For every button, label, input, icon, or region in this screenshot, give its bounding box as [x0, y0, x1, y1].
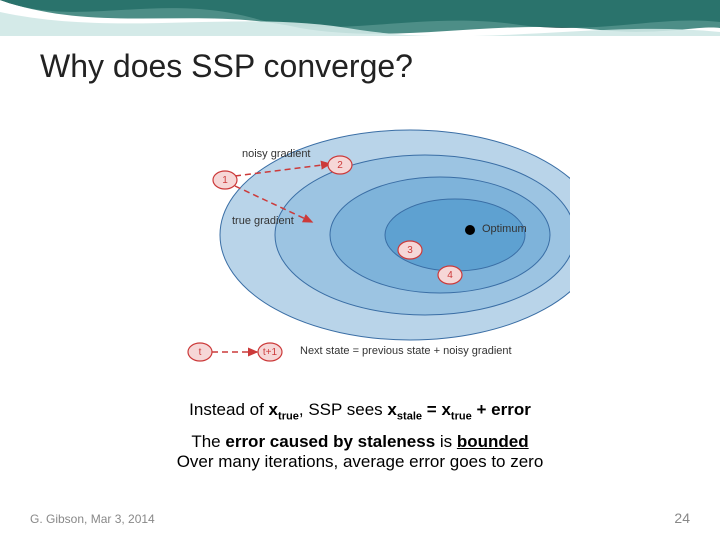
- eq-text: , SSP sees: [299, 400, 388, 419]
- svg-text:4: 4: [447, 270, 453, 281]
- eq-text: + error: [472, 400, 531, 419]
- banner-graphic: [0, 0, 720, 36]
- footer-page-number: 24: [674, 510, 690, 526]
- equation-line-1: Instead of xtrue, SSP sees xstale = xtru…: [0, 400, 720, 422]
- eq-xstale: xstale: [387, 400, 422, 419]
- svg-text:2: 2: [337, 160, 343, 171]
- svg-text:t: t: [199, 347, 202, 358]
- label-optimum: Optimum: [482, 223, 527, 235]
- slide-title: Why does SSP converge?: [40, 48, 413, 85]
- eq-xtrue: xtrue: [269, 400, 299, 419]
- footer-author-date: G. Gibson, Mar 3, 2014: [30, 512, 155, 526]
- equation-line-3: Over many iterations, average error goes…: [0, 452, 720, 472]
- label-next-state: Next state = previous state + noisy grad…: [300, 345, 512, 357]
- label-noisy-gradient: noisy gradient: [242, 148, 311, 160]
- svg-text:t+1: t+1: [263, 347, 278, 358]
- svg-text:3: 3: [407, 245, 413, 256]
- eq-text: bounded: [457, 432, 529, 451]
- label-true-gradient: true gradient: [232, 215, 294, 227]
- state-transition-diagram: t t+1 Next state = previous state + noisy…: [180, 330, 560, 378]
- eq-text: is: [435, 432, 457, 451]
- eq-text: error caused by staleness: [225, 432, 435, 451]
- equation-line-2: The error caused by staleness is bounded: [0, 432, 720, 452]
- eq-text: Instead of: [189, 400, 268, 419]
- eq-text: =: [422, 400, 441, 419]
- svg-text:1: 1: [222, 175, 228, 186]
- slide: Why does SSP converge? 1 2 3 4 noisy gradie…: [0, 0, 720, 540]
- eq-xtrue2: xtrue: [441, 400, 471, 419]
- eq-text: The: [191, 432, 225, 451]
